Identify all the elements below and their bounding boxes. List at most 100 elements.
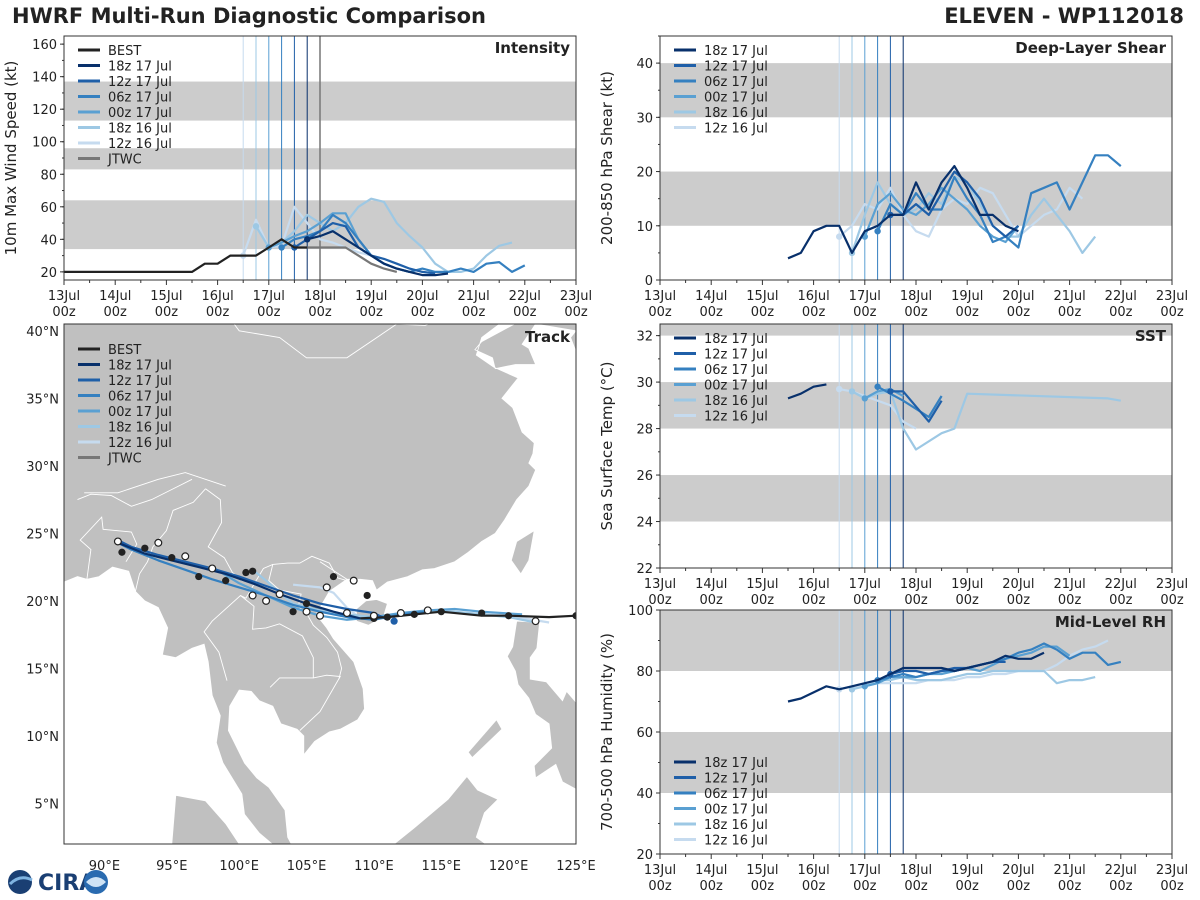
southern-islands xyxy=(171,794,576,844)
shear-series-line xyxy=(876,154,1122,249)
intensity-y-axis-label: 10m Max Wind Speed (kt) xyxy=(2,61,20,256)
track-position-marker-open xyxy=(181,552,190,561)
rh-y-tick-label: 40 xyxy=(636,787,653,802)
rh-series-line xyxy=(787,651,1045,703)
track-position-marker-open xyxy=(154,538,163,547)
shear-series-line xyxy=(787,165,1019,260)
track-y-tick-label: 10°N xyxy=(26,730,59,745)
rh-legend-label: 00z 17 Jul xyxy=(704,803,768,818)
track-position-marker-filled xyxy=(249,567,257,575)
rh-x-tick-label-hour: 00z xyxy=(648,879,672,894)
shear-x-tick-label-day: 18Jul xyxy=(900,289,932,304)
rh-x-tick-label-day: 21Jul xyxy=(1053,863,1085,878)
intensity-x-tick-label-hour: 00z xyxy=(411,305,435,320)
track-legend-label: 00z 17 Jul xyxy=(108,405,172,420)
intensity-x-tick-label-hour: 00z xyxy=(564,305,588,320)
rh-legend-label: 06z 17 Jul xyxy=(704,787,768,802)
sst-x-tick-label-hour: 00z xyxy=(1109,593,1133,608)
sst-legend-label: 12z 17 Jul xyxy=(704,348,768,363)
shear-series-line xyxy=(863,186,1020,244)
track-position-marker-filled xyxy=(329,572,338,581)
country-border-line xyxy=(240,595,314,688)
rh-x-tick-label-hour: 00z xyxy=(700,879,724,894)
intensity-x-tick-label-day: 13Jul xyxy=(48,289,80,304)
rh-y-tick-label: 80 xyxy=(636,665,653,680)
intensity-x-tick-label-day: 19Jul xyxy=(355,289,387,304)
intensity-series-line xyxy=(64,238,308,273)
chart-title-left: HWRF Multi-Run Diagnostic Comparison xyxy=(12,4,487,28)
rh-series-line xyxy=(838,639,1109,691)
sst-series-line xyxy=(890,390,943,423)
rh-x-tick-label-hour: 00z xyxy=(1007,879,1031,894)
country-border-line xyxy=(84,472,226,494)
intensity-x-tick-label-hour: 00z xyxy=(513,305,537,320)
intensity-panel-title: Intensity xyxy=(495,39,571,57)
korea xyxy=(570,330,576,353)
sst-x-tick-label-day: 22Jul xyxy=(1105,577,1137,592)
rh-x-tick-label-hour: 00z xyxy=(1058,879,1082,894)
intensity-x-tick-label-hour: 00z xyxy=(257,305,281,320)
track-position-marker-filled xyxy=(572,612,576,620)
rh-x-tick-label-day: 16Jul xyxy=(797,863,829,878)
country-border-line xyxy=(79,516,138,580)
intensity-panel: 2040608010012014016013Jul00z14Jul00z15Ju… xyxy=(2,35,592,320)
track-position-marker-open xyxy=(369,611,378,620)
sst-panel-title: SST xyxy=(1135,327,1167,345)
sst-init-marker xyxy=(887,388,894,395)
intensity-x-tick-label-hour: 00z xyxy=(104,305,128,320)
sst-x-tick-label-hour: 00z xyxy=(1058,593,1082,608)
track-position-marker-open xyxy=(322,583,331,592)
rh-x-tick-label-day: 22Jul xyxy=(1105,863,1137,878)
rh-x-tick-label-day: 17Jul xyxy=(849,863,881,878)
sst-x-tick-label-day: 23Jul xyxy=(1156,577,1188,592)
track-y-tick-label: 35°N xyxy=(26,392,59,407)
sst-legend-label: 12z 16 Jul xyxy=(704,410,768,425)
rh-x-tick-label-hour: 00z xyxy=(802,879,826,894)
cira-logo-globe-icon xyxy=(8,870,32,894)
intensity-x-tick-label-day: 15Jul xyxy=(150,289,182,304)
intensity-x-tick-label-day: 17Jul xyxy=(253,289,285,304)
rh-legend-label: 12z 17 Jul xyxy=(704,772,768,787)
mainland-asia xyxy=(64,324,576,844)
shear-x-tick-label-hour: 00z xyxy=(1058,305,1082,320)
track-y-tick-label: 30°N xyxy=(26,460,59,475)
sst-x-tick-label-day: 16Jul xyxy=(797,577,829,592)
intensity-x-tick-label-hour: 00z xyxy=(155,305,179,320)
track-position-marker-open xyxy=(275,590,284,599)
sst-x-tick-label-hour: 00z xyxy=(956,593,980,608)
rh-x-tick-label-hour: 00z xyxy=(853,879,877,894)
taiwan-island xyxy=(510,529,535,575)
intensity-y-tick-label: 20 xyxy=(40,266,57,281)
shear-x-tick-label-day: 17Jul xyxy=(849,289,881,304)
track-position-marker-open xyxy=(316,611,325,620)
sst-legend-label: 00z 17 Jul xyxy=(704,379,768,394)
shear-x-tick-label-hour: 00z xyxy=(648,305,672,320)
track-position-marker-open xyxy=(396,609,405,618)
sst-x-tick-label-hour: 00z xyxy=(853,593,877,608)
intensity-legend-label: 12z 17 Jul xyxy=(108,75,172,90)
rh-y-tick-label: 60 xyxy=(636,726,653,741)
rh-series-line xyxy=(851,669,1096,691)
sst-panel: 22242628303213Jul00z14Jul00z15Jul00z16Ju… xyxy=(598,323,1188,608)
rh-x-tick-label-day: 13Jul xyxy=(644,863,676,878)
track-legend-label: BEST xyxy=(108,343,141,358)
intensity-x-tick-label-day: 22Jul xyxy=(509,289,541,304)
track-position-marker-open xyxy=(423,606,432,615)
philippines xyxy=(506,620,576,790)
intensity-y-tick-label: 80 xyxy=(40,168,57,183)
country-border-line xyxy=(299,674,341,731)
intensity-legend-label: 18z 17 Jul xyxy=(108,60,172,75)
shear-x-tick-label-hour: 00z xyxy=(1007,305,1031,320)
sst-y-tick-label: 32 xyxy=(636,330,653,345)
shear-y-tick-label: 20 xyxy=(636,166,653,181)
rh-x-tick-label-hour: 00z xyxy=(1109,879,1133,894)
track-position-marker-open xyxy=(113,537,122,546)
track-position-marker-open xyxy=(248,591,257,600)
track-line xyxy=(117,539,388,621)
sst-series-line xyxy=(851,390,1121,451)
shear-x-tick-label-day: 16Jul xyxy=(797,289,829,304)
track-position-marker-open xyxy=(262,596,271,605)
track-position-marker-filled xyxy=(302,599,311,608)
track-position-marker-filled xyxy=(118,548,126,556)
sst-series-line xyxy=(787,383,827,400)
